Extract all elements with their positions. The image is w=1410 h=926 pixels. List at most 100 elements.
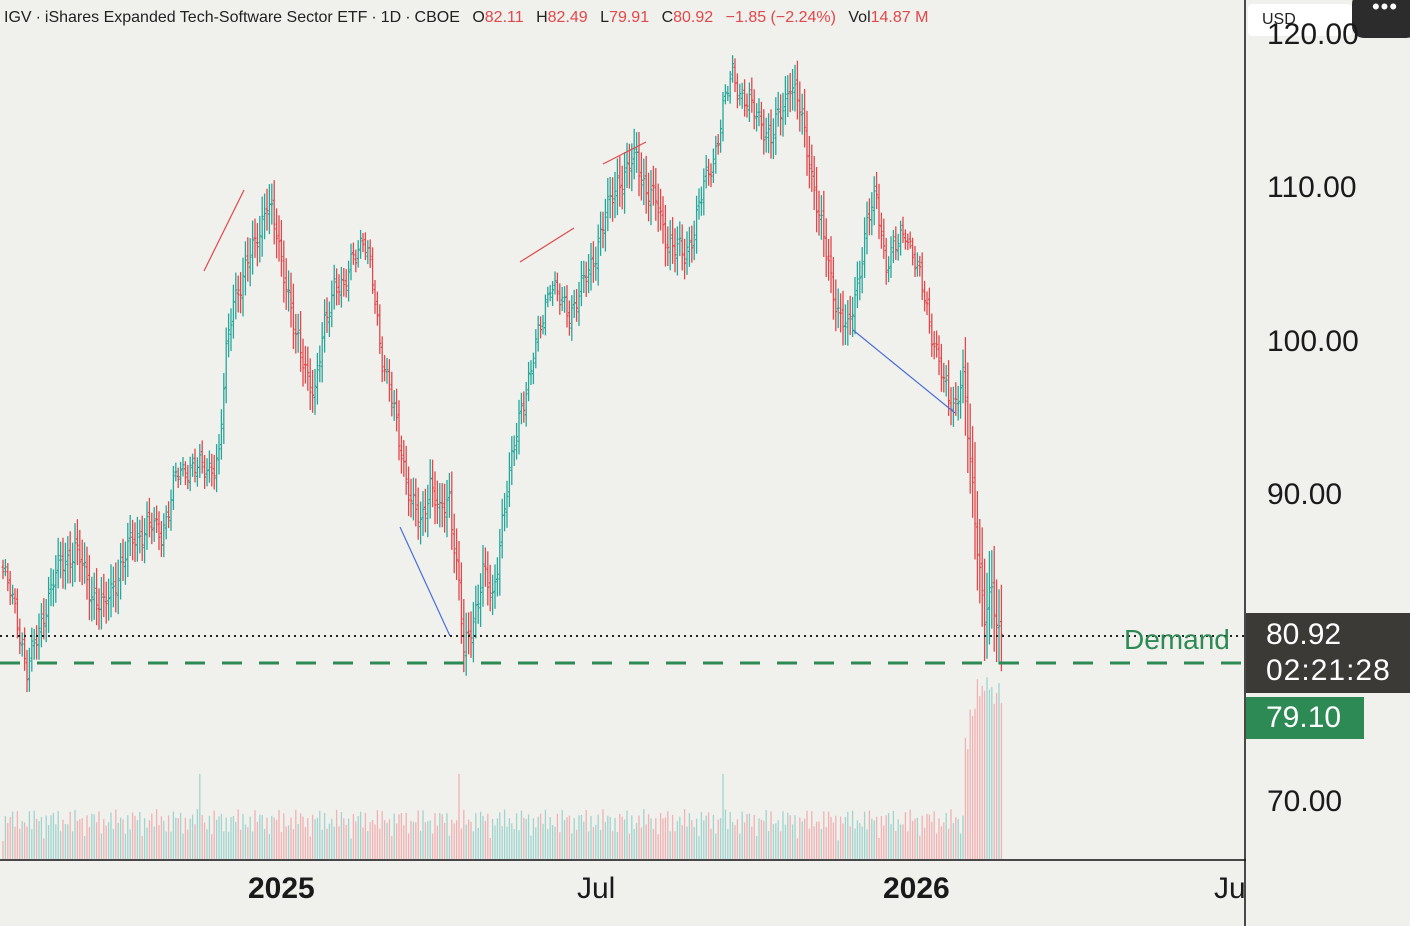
ohlc-bar (376, 291, 379, 326)
time-axis-label: 2026 (883, 872, 950, 905)
ohlc-bar (311, 369, 314, 413)
ohlc-bar (318, 345, 322, 383)
ohlc-bar (944, 365, 948, 397)
ohlc-bar (172, 465, 175, 510)
ohlc-bar (906, 233, 910, 251)
ohlc-bar (491, 574, 494, 616)
ohlc-bar (330, 280, 334, 328)
ohlc-bar (968, 403, 972, 494)
ohlc-bar (856, 261, 859, 309)
ohlc-bar (865, 201, 869, 255)
ohlc-bar (503, 492, 506, 532)
ohlc-bar (76, 519, 79, 566)
ohlc-bar (527, 361, 530, 402)
ohlc-bar (858, 260, 862, 301)
interval: 1D (380, 9, 402, 26)
last-price-badge: 80.92 02:21:28 (1246, 613, 1410, 693)
ohlc-bar (834, 279, 838, 332)
ohlc-bar (748, 82, 751, 122)
ohlc-bar (16, 588, 19, 639)
ohlc-bar (301, 338, 305, 387)
ohlc-bar (853, 277, 857, 335)
volume-value: 14.87 M (870, 9, 929, 26)
symbol-header: IGV · iShares Expanded Tech-Software Secto… (4, 9, 929, 26)
trendlines (203, 141, 956, 637)
ohlc-bar (959, 370, 962, 419)
ohlc-bar (464, 612, 468, 676)
ohlc-bar (736, 73, 739, 109)
ohlc-bar (817, 190, 821, 236)
ohlc-bar (498, 528, 502, 596)
ohlc-bar (575, 289, 578, 322)
trendline (852, 329, 956, 414)
ohlc-bar (421, 491, 425, 536)
ohlc-bar (822, 190, 826, 257)
price-axis-label: 70.00 (1267, 785, 1343, 818)
ohlc-bar (995, 579, 998, 663)
ohlc-bar (476, 584, 480, 624)
ohlc-bar (287, 270, 290, 312)
low-value: 79.91 (609, 9, 650, 26)
ohlc-bar (368, 239, 372, 268)
ohlc-bar (731, 55, 734, 83)
ohlc-bar (59, 541, 62, 579)
ohlc-bar (966, 362, 970, 473)
ohlc-bar (690, 225, 694, 263)
ohlc-bar (764, 117, 768, 153)
bar-countdown: 02:21:28 (1266, 654, 1391, 687)
high-value: 82.49 (547, 9, 588, 26)
currency-selector[interactable]: USD (1248, 4, 1352, 36)
ohlc-bar (313, 368, 317, 415)
ohlc-bar (496, 557, 499, 597)
ohlc-bar (767, 113, 770, 154)
ohlc-bar (138, 519, 142, 554)
ohlc-bar (772, 118, 775, 160)
ohlc-bar (409, 478, 413, 518)
ohlc-bar (335, 268, 338, 306)
ohlc-bar (25, 650, 29, 693)
ohlc-bar (721, 92, 725, 142)
ohlc-bar (102, 573, 106, 618)
ohlc-bar (210, 453, 214, 487)
ohlc-bar (8, 571, 12, 606)
ohlc-bar (848, 295, 852, 336)
ohlc-bar (452, 513, 456, 574)
ohlc-bar (284, 258, 288, 310)
ohlc-bar (726, 86, 730, 102)
ohlc-bar (373, 280, 377, 314)
ohlc-bar (551, 281, 554, 306)
trendline (399, 526, 451, 637)
ohlc-bar (796, 60, 799, 120)
ohlc-bar (604, 198, 607, 252)
change-value: −1.85 (−2.24%) (725, 9, 836, 26)
ohlc-bar (181, 457, 185, 477)
ohlc-bar (56, 537, 60, 589)
more-icon[interactable]: ••• (1352, 0, 1410, 38)
ohlc-bar (930, 313, 934, 357)
ohlc-bar (980, 527, 984, 627)
ohlc-bar (160, 520, 163, 557)
ohlc-bar (1000, 584, 1003, 672)
ohlc-bar (628, 143, 631, 189)
ohlc-bar (522, 391, 526, 423)
ohlc-bar (140, 515, 144, 562)
ohlc-bar (119, 542, 122, 600)
ohlc-bar (649, 170, 653, 226)
ohlc-bar (757, 98, 761, 127)
ohlc-bar (793, 64, 797, 112)
ohlc-bar (340, 266, 343, 308)
ohlc-bar (248, 238, 252, 287)
trendline (203, 189, 245, 272)
ohlc-bar (85, 546, 89, 600)
ohlc-bar (164, 505, 168, 540)
ohlc-bar (846, 300, 850, 346)
ohlc-bar (784, 76, 787, 125)
time-axis-label: Ju (1214, 872, 1246, 905)
ohlc-bar (623, 152, 626, 214)
ohlc-bar (508, 452, 511, 508)
ohlc-bar (296, 313, 300, 353)
ohlc-bar (704, 155, 708, 189)
ohlc-bar (611, 177, 614, 222)
